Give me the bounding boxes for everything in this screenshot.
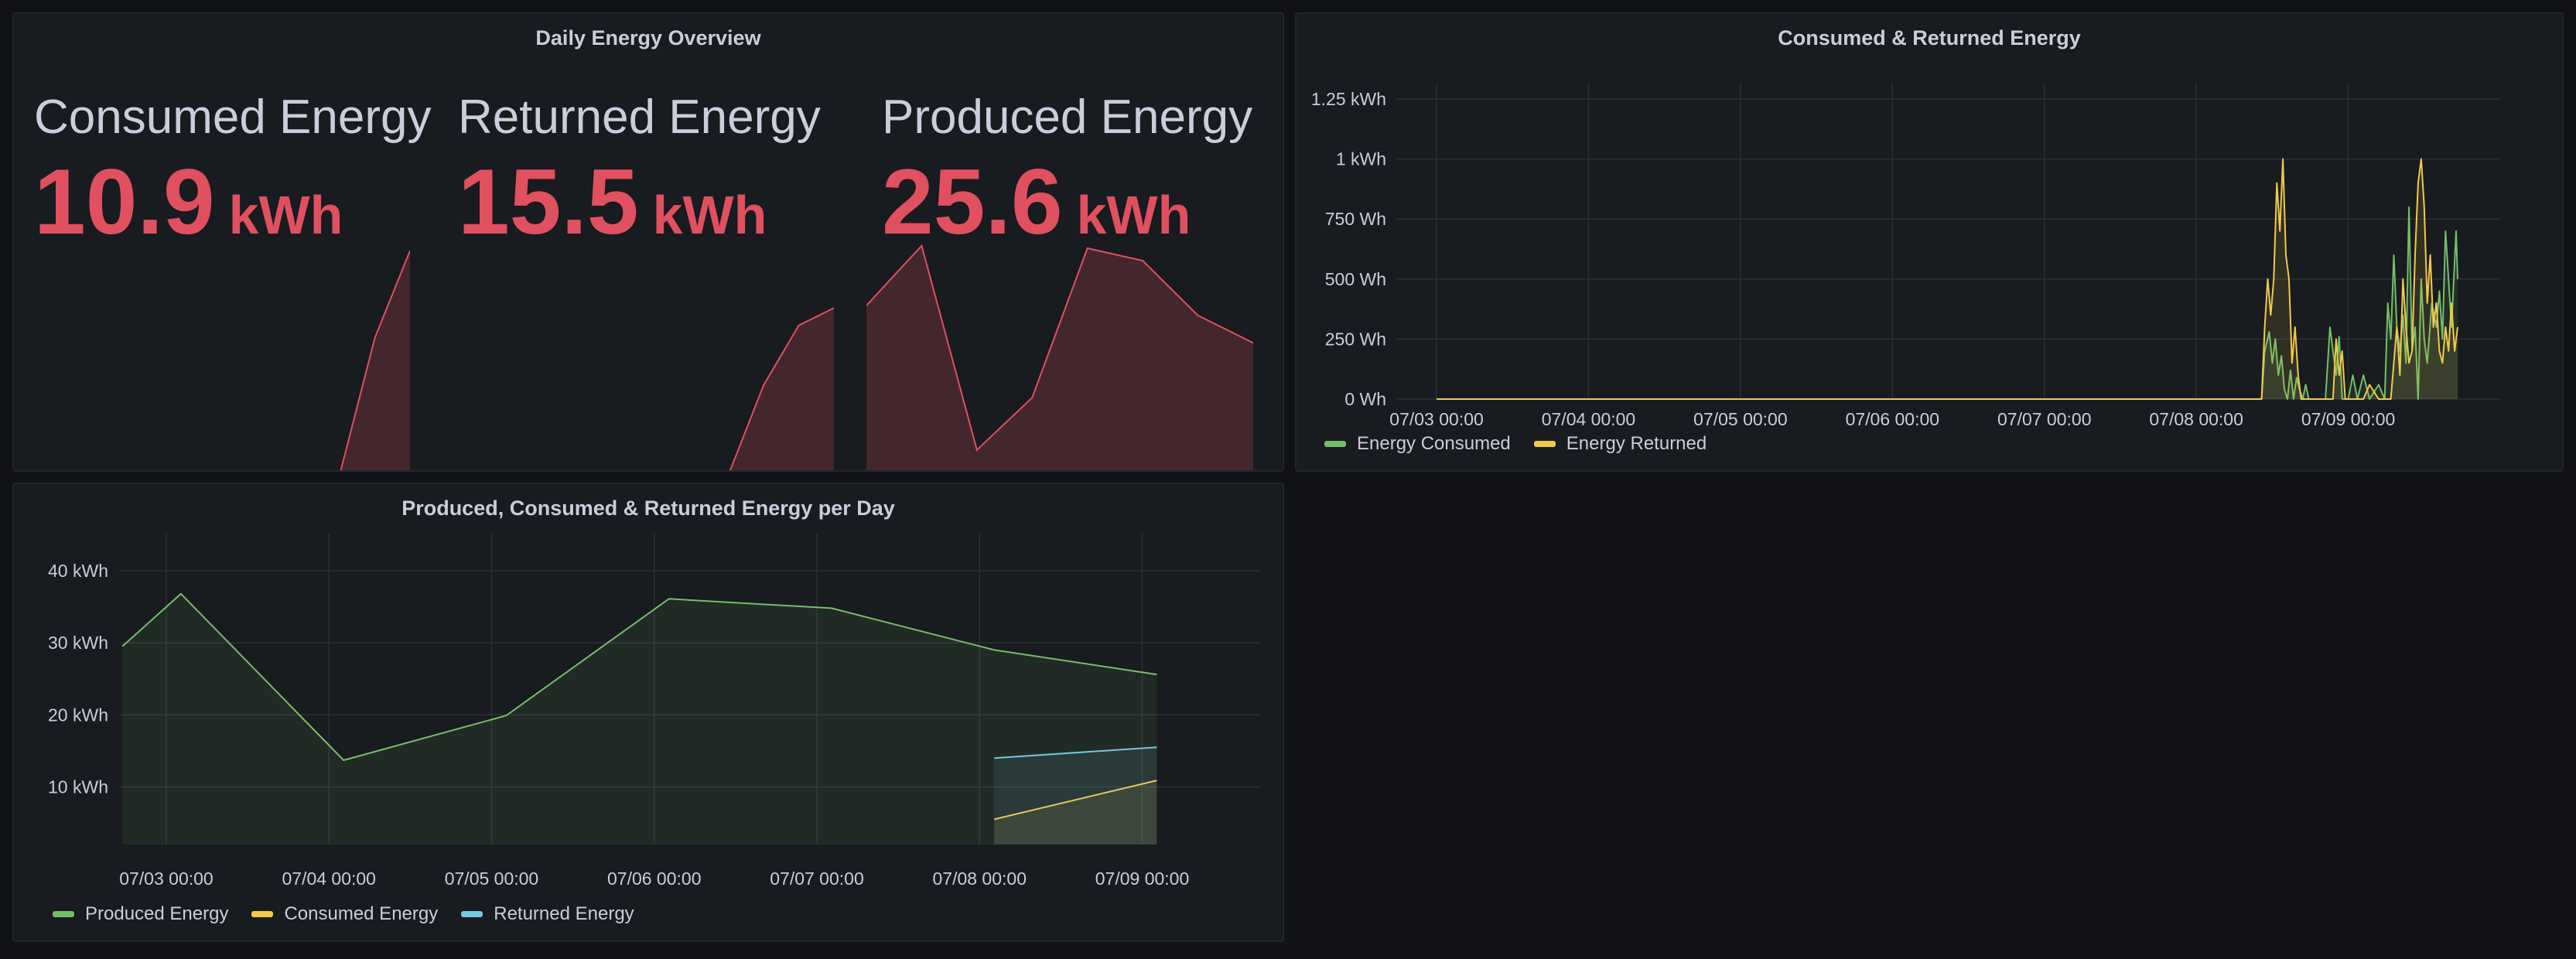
sparkline-area <box>340 251 410 470</box>
legend: Energy Consumed Energy Returned <box>1324 433 1707 455</box>
per-day-energy-panel: Produced, Consumed & Returned Energy per… <box>12 483 1284 942</box>
legend-swatch <box>461 911 483 917</box>
stat-number: 15.5 <box>458 150 639 254</box>
stat-label: Produced Energy <box>882 90 1253 144</box>
legend-label: Energy Returned <box>1566 433 1707 454</box>
legend-swatch <box>53 911 74 917</box>
x-tick-label: 07/07 00:00 <box>770 869 864 889</box>
y-tick-label: 250 Wh <box>1325 329 1386 349</box>
x-tick-label: 07/04 00:00 <box>282 869 376 889</box>
panel-title[interactable]: Produced, Consumed & Returned Energy per… <box>401 497 895 520</box>
x-tick-label: 07/05 00:00 <box>1693 409 1788 429</box>
panel-title[interactable]: Daily Energy Overview <box>535 26 761 49</box>
sparkline-produced <box>866 244 1253 470</box>
y-tick-label: 1.25 kWh <box>1311 89 1386 109</box>
consumed-returned-energy-panel: Consumed & Returned Energy 0 Wh 250 Wh 500… <box>1295 12 2564 472</box>
legend-label: Produced Energy <box>85 903 229 924</box>
y-tick-label: 1 kWh <box>1336 149 1386 169</box>
stat-value: 10.9 kWh <box>34 148 343 255</box>
legend-label: Consumed Energy <box>284 903 439 924</box>
stat-unit: kWh <box>1076 185 1191 245</box>
stat-label: Consumed Energy <box>34 90 432 144</box>
panel-title[interactable]: Consumed & Returned Energy <box>1778 26 2081 49</box>
legend: Produced Energy Consumed Energy Returned… <box>53 903 634 925</box>
series-area-consumed-energy <box>994 780 1157 845</box>
series-area-produced-energy <box>122 593 1157 845</box>
sparkline-area <box>729 308 834 470</box>
x-tick-label: 07/09 00:00 <box>2301 409 2396 429</box>
legend-item-energy-consumed[interactable]: Energy Consumed <box>1324 433 1511 455</box>
sparkline-area <box>866 245 1253 470</box>
daily-energy-overview-panel: Daily Energy Overview Consumed Energy 10… <box>12 12 1284 472</box>
stat-unit: kWh <box>228 185 343 245</box>
x-tick-label: 07/04 00:00 <box>1542 409 1636 429</box>
stat-unit: kWh <box>652 185 767 245</box>
sparkline-line <box>729 307 834 470</box>
stat-number: 10.9 <box>34 150 215 254</box>
series-line-energy-returned <box>1437 158 2458 400</box>
x-tick-label: 07/05 00:00 <box>445 869 539 889</box>
stat-value: 15.5 kWh <box>458 148 767 255</box>
sparkline-line <box>866 244 1253 452</box>
series-line-consumed-energy <box>993 780 1157 821</box>
y-tick-label: 10 kWh <box>48 776 108 797</box>
series-line-produced-energy <box>121 592 1157 761</box>
x-tick-label: 07/09 00:00 <box>1095 869 1190 889</box>
sparkline-returned <box>729 307 834 470</box>
y-tick-label: 750 Wh <box>1325 209 1386 229</box>
y-tick-label: 0 Wh <box>1344 389 1386 409</box>
legend-label: Returned Energy <box>494 903 634 924</box>
grid <box>119 534 1261 845</box>
stat-number: 25.6 <box>882 150 1063 254</box>
x-tick-label: 07/06 00:00 <box>1846 409 1940 429</box>
stat-produced-energy[interactable]: Produced Energy 25.6 kWh <box>862 67 1279 470</box>
stat-consumed-energy[interactable]: Consumed Energy 10.9 kWh <box>14 67 432 470</box>
legend-label: Energy Consumed <box>1357 433 1511 454</box>
x-tick-label: 07/06 00:00 <box>607 869 702 889</box>
sparkline-line <box>340 250 410 470</box>
legend-swatch <box>251 911 274 917</box>
legend-item-produced-energy[interactable]: Produced Energy <box>53 903 228 925</box>
y-tick-label: 500 Wh <box>1325 269 1386 289</box>
stat-label: Returned Energy <box>458 90 821 144</box>
consumed-returned-chart[interactable]: 0 Wh 250 Wh 500 Wh 750 Wh 1 kWh 1.25 kWh 07/03… <box>1297 45 2564 462</box>
y-tick-label: 40 kWh <box>48 561 108 581</box>
legend-item-energy-returned[interactable]: Energy Returned <box>1533 433 1707 455</box>
stat-value: 25.6 kWh <box>882 148 1191 255</box>
sparkline-consumed <box>340 250 410 470</box>
x-tick-label: 07/03 00:00 <box>1389 409 1484 429</box>
legend-item-returned-energy[interactable]: Returned Energy <box>461 903 634 925</box>
series-line-energy-consumed <box>2260 206 2458 400</box>
stat-returned-energy[interactable]: Returned Energy 15.5 kWh <box>438 67 856 470</box>
x-tick-label: 07/03 00:00 <box>119 869 214 889</box>
series-line-returned-energy <box>994 746 1157 759</box>
x-tick-label: 07/07 00:00 <box>1997 409 2092 429</box>
x-tick-label: 07/08 00:00 <box>2149 409 2243 429</box>
per-day-chart[interactable]: 10 kWh 20 kWh 30 kWh 40 kWh 07/03 00:00 07/04… <box>14 515 1284 933</box>
series-area-returned-energy <box>994 747 1157 845</box>
y-tick-label: 20 kWh <box>48 705 108 725</box>
y-tick-label: 30 kWh <box>48 633 108 653</box>
x-tick-label: 07/08 00:00 <box>932 869 1027 889</box>
legend-swatch <box>1533 441 1556 447</box>
legend-swatch <box>1324 441 1346 447</box>
legend-item-consumed-energy[interactable]: Consumed Energy <box>251 903 438 925</box>
